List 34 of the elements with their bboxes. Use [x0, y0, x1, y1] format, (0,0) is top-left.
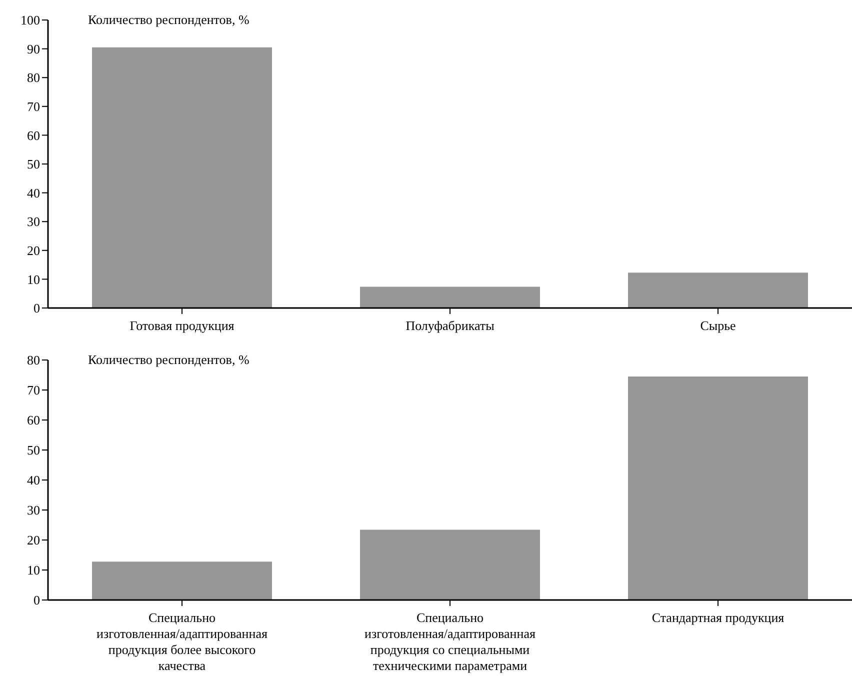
x-tick-label: Стандартная продукция [652, 610, 784, 625]
y-tick-label: 0 [34, 300, 40, 316]
y-tick-label: 20 [27, 243, 40, 258]
bar [92, 47, 272, 308]
bar [628, 272, 808, 308]
y-axis-title: Количество респондентов, % [88, 12, 250, 28]
y-tick-label: 0 [34, 592, 40, 608]
y-tick-label: 50 [27, 442, 40, 458]
bar [92, 562, 272, 600]
y-tick-label: 20 [27, 532, 40, 548]
x-tick-label: Специально изготовленная/адаптированная продукция со специальными техническими параметрами [364, 610, 536, 673]
y-tick-label: 60 [27, 412, 40, 428]
x-tick-label: Специально изготовленная/адаптированная продукция более высокого качества [96, 610, 268, 673]
y-tick-label: 10 [27, 562, 40, 578]
x-tick-label: Сырье [700, 318, 736, 333]
y-tick-label: 30 [27, 214, 40, 230]
y-tick-label: 70 [27, 382, 40, 398]
y-tick-label: 70 [27, 99, 40, 114]
x-tick-label: Готовая продукция [130, 318, 234, 333]
y-tick-label: 80 [27, 352, 40, 368]
y-tick-label: 40 [27, 472, 40, 488]
y-tick-label: 10 [27, 272, 40, 287]
y-tick-label: 90 [27, 41, 40, 56]
y-tick-label: 100 [20, 12, 40, 28]
bar [628, 376, 808, 600]
bar [360, 530, 540, 600]
y-tick-label: 30 [27, 502, 40, 518]
y-tick-label: 60 [27, 128, 40, 143]
y-tick-label: 40 [27, 185, 40, 200]
bar [360, 286, 540, 308]
y-axis-title: Количество респондентов, % [88, 352, 250, 368]
y-tick-label: 80 [27, 70, 40, 86]
x-tick-label: Полуфабрикаты [406, 318, 495, 333]
y-tick-label: 50 [27, 156, 40, 172]
